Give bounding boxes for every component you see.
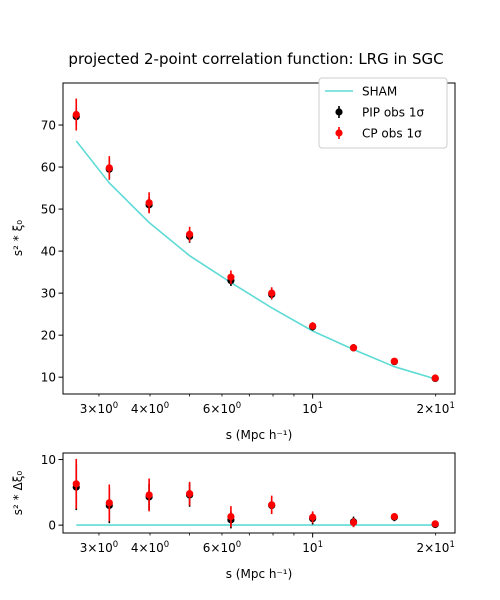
point-cp (145, 491, 153, 499)
y-axis-label: s² * ξ₀ (11, 220, 25, 256)
x-tick-label-exp: 1 (449, 540, 454, 550)
point-cp (268, 501, 276, 509)
y-tick-label: 0 (48, 519, 56, 533)
series-line-sham (75, 140, 436, 380)
y-tick-label: 40 (41, 245, 56, 259)
x-tick-label-base: 4×10 (131, 541, 164, 555)
legend-label: PIP obs 1σ (362, 106, 424, 120)
point-cp (268, 289, 276, 297)
x-tick-label-exp: 0 (236, 540, 241, 550)
y-tick-label: 30 (41, 287, 56, 301)
point-cp (431, 520, 439, 528)
legend-label: CP obs 1σ (362, 127, 422, 141)
x-tick-label-base: 10 (302, 541, 317, 555)
y-tick-label: 20 (41, 329, 56, 343)
x-tick-label: 3×100 (80, 540, 118, 555)
x-tick-label-base: 6×10 (203, 402, 236, 416)
point-cp (186, 230, 194, 238)
axes-frame (62, 452, 456, 534)
y-tick-label: 10 (41, 453, 56, 467)
x-tick-label: 3×100 (80, 401, 118, 416)
y-tick-label: 10 (41, 371, 56, 385)
x-tick-label-exp: 0 (236, 401, 241, 411)
point-cp (390, 357, 398, 365)
y-tick-label: 70 (41, 119, 56, 133)
x-tick-label-base: 10 (302, 402, 317, 416)
y-axis-label: s² * Δξ₀ (11, 471, 25, 516)
point-cp (72, 480, 80, 488)
point-cp (72, 110, 80, 119)
x-tick-label-exp: 0 (164, 401, 169, 411)
point-cp (105, 499, 113, 507)
legend-box (318, 77, 448, 149)
legend: SHAM PIP obs 1σ CP obs 1σ (318, 77, 448, 149)
y-tick-label: 50 (41, 203, 56, 217)
x-tick-label-exp: 0 (164, 540, 169, 550)
point-cp (431, 374, 439, 382)
point-cp (309, 322, 317, 330)
legend-swatch-dot-pip (335, 108, 343, 116)
x-tick-label: 2×101 (416, 540, 454, 555)
x-tick-label: 101 (302, 540, 323, 555)
point-cp (349, 344, 358, 352)
y-tick-label: 60 (41, 161, 56, 175)
x-tick-label-base: 4×10 (131, 402, 164, 416)
x-tick-label-base: 6×10 (203, 541, 236, 555)
point-cp (227, 513, 235, 521)
point-cp (349, 518, 358, 527)
legend-swatch-dot-cp (335, 129, 343, 137)
x-tick-label: 101 (302, 401, 323, 416)
x-tick-label: 2×101 (416, 401, 454, 416)
x-tick-label: 4×100 (131, 540, 169, 555)
x-tick-label-base: 2×10 (416, 541, 449, 555)
point-cp (145, 199, 153, 207)
point-cp (227, 273, 235, 281)
x-tick-label-exp: 0 (113, 540, 118, 550)
x-tick-label-base: 3×10 (80, 541, 113, 555)
x-tick-label-base: 3×10 (80, 402, 113, 416)
x-tick-label-exp: 1 (449, 401, 454, 411)
point-cp (309, 513, 317, 521)
x-tick-label-exp: 0 (113, 401, 118, 411)
x-tick-label-exp: 1 (318, 401, 323, 411)
x-tick-label: 6×100 (203, 540, 241, 555)
x-tick-label-base: 2×10 (416, 402, 449, 416)
x-tick-label: 4×100 (131, 401, 169, 416)
point-cp (105, 164, 113, 172)
x-axis-label: s (Mpc h⁻¹) (226, 428, 293, 442)
chart-title: projected 2-point correlation function: … (68, 50, 443, 68)
axes-frame (62, 82, 456, 395)
legend-label: SHAM (362, 85, 397, 99)
x-tick-label: 6×100 (203, 401, 241, 416)
x-axis-label: s (Mpc h⁻¹) (226, 567, 293, 581)
point-cp (390, 513, 398, 521)
x-tick-label-exp: 1 (318, 540, 323, 550)
point-cp (186, 490, 194, 498)
